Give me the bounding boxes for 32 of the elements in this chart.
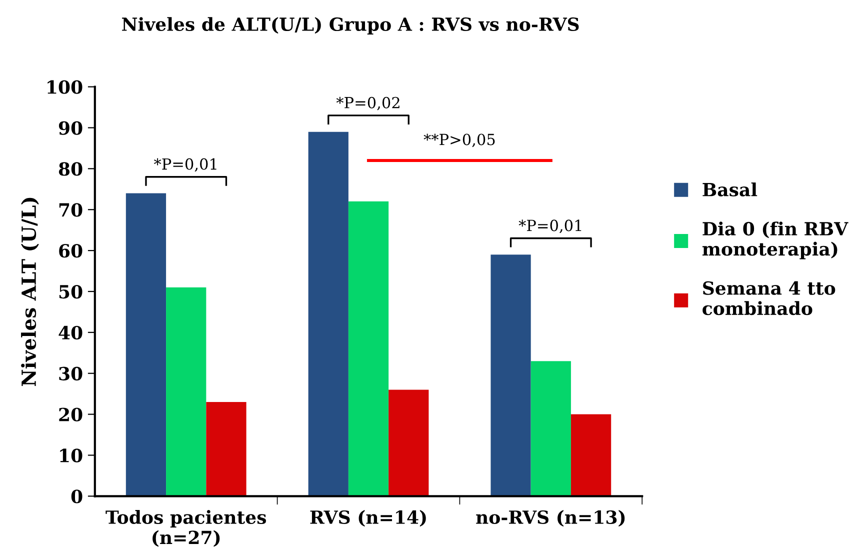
bar: [530, 361, 571, 496]
y-axis-title: Niveles ALT (U/L): [21, 198, 39, 386]
y-tick-label: 0: [71, 490, 82, 504]
annotation: *P=0,02: [336, 96, 400, 110]
bar: [308, 132, 348, 496]
bar: [206, 402, 246, 496]
y-tick-label: 20: [59, 408, 82, 422]
bar: [166, 287, 206, 496]
annotation: **P>0,05: [424, 134, 495, 148]
y-tick-label: 80: [58, 162, 82, 176]
y-tick-label: 100: [48, 80, 82, 94]
y-tick-label: 10: [60, 448, 82, 462]
y-tick-label: 70: [59, 203, 82, 217]
y-tick-label: 60: [59, 244, 82, 258]
y-tick-label: 50: [59, 284, 82, 299]
bar: [490, 254, 531, 496]
x-tick-label: Todos pacientes (n=27): [106, 510, 266, 547]
bar: [126, 193, 166, 496]
bar: [570, 414, 612, 496]
x-tick-label: RVS (n=14): [310, 510, 426, 527]
legend-label: Dia 0 (fin RBV monoterapia): [702, 222, 848, 260]
chart-title: Niveles de ALT(U/L) Grupo A : RVS vs no-RVS: [122, 17, 579, 35]
annotation: *P=0,01: [518, 220, 582, 234]
legend-label: Semana 4 tto combinado: [702, 281, 836, 316]
annotation: *P=0,01: [154, 158, 216, 172]
y-tick-label: 90: [58, 121, 82, 135]
y-tick-label: 40: [58, 326, 82, 340]
bar: [388, 390, 429, 496]
legend-label: Basal: [702, 182, 758, 196]
x-tick-label: no-RVS (n=13): [476, 510, 625, 527]
bar: [348, 201, 389, 496]
y-tick-label: 30: [59, 366, 82, 380]
